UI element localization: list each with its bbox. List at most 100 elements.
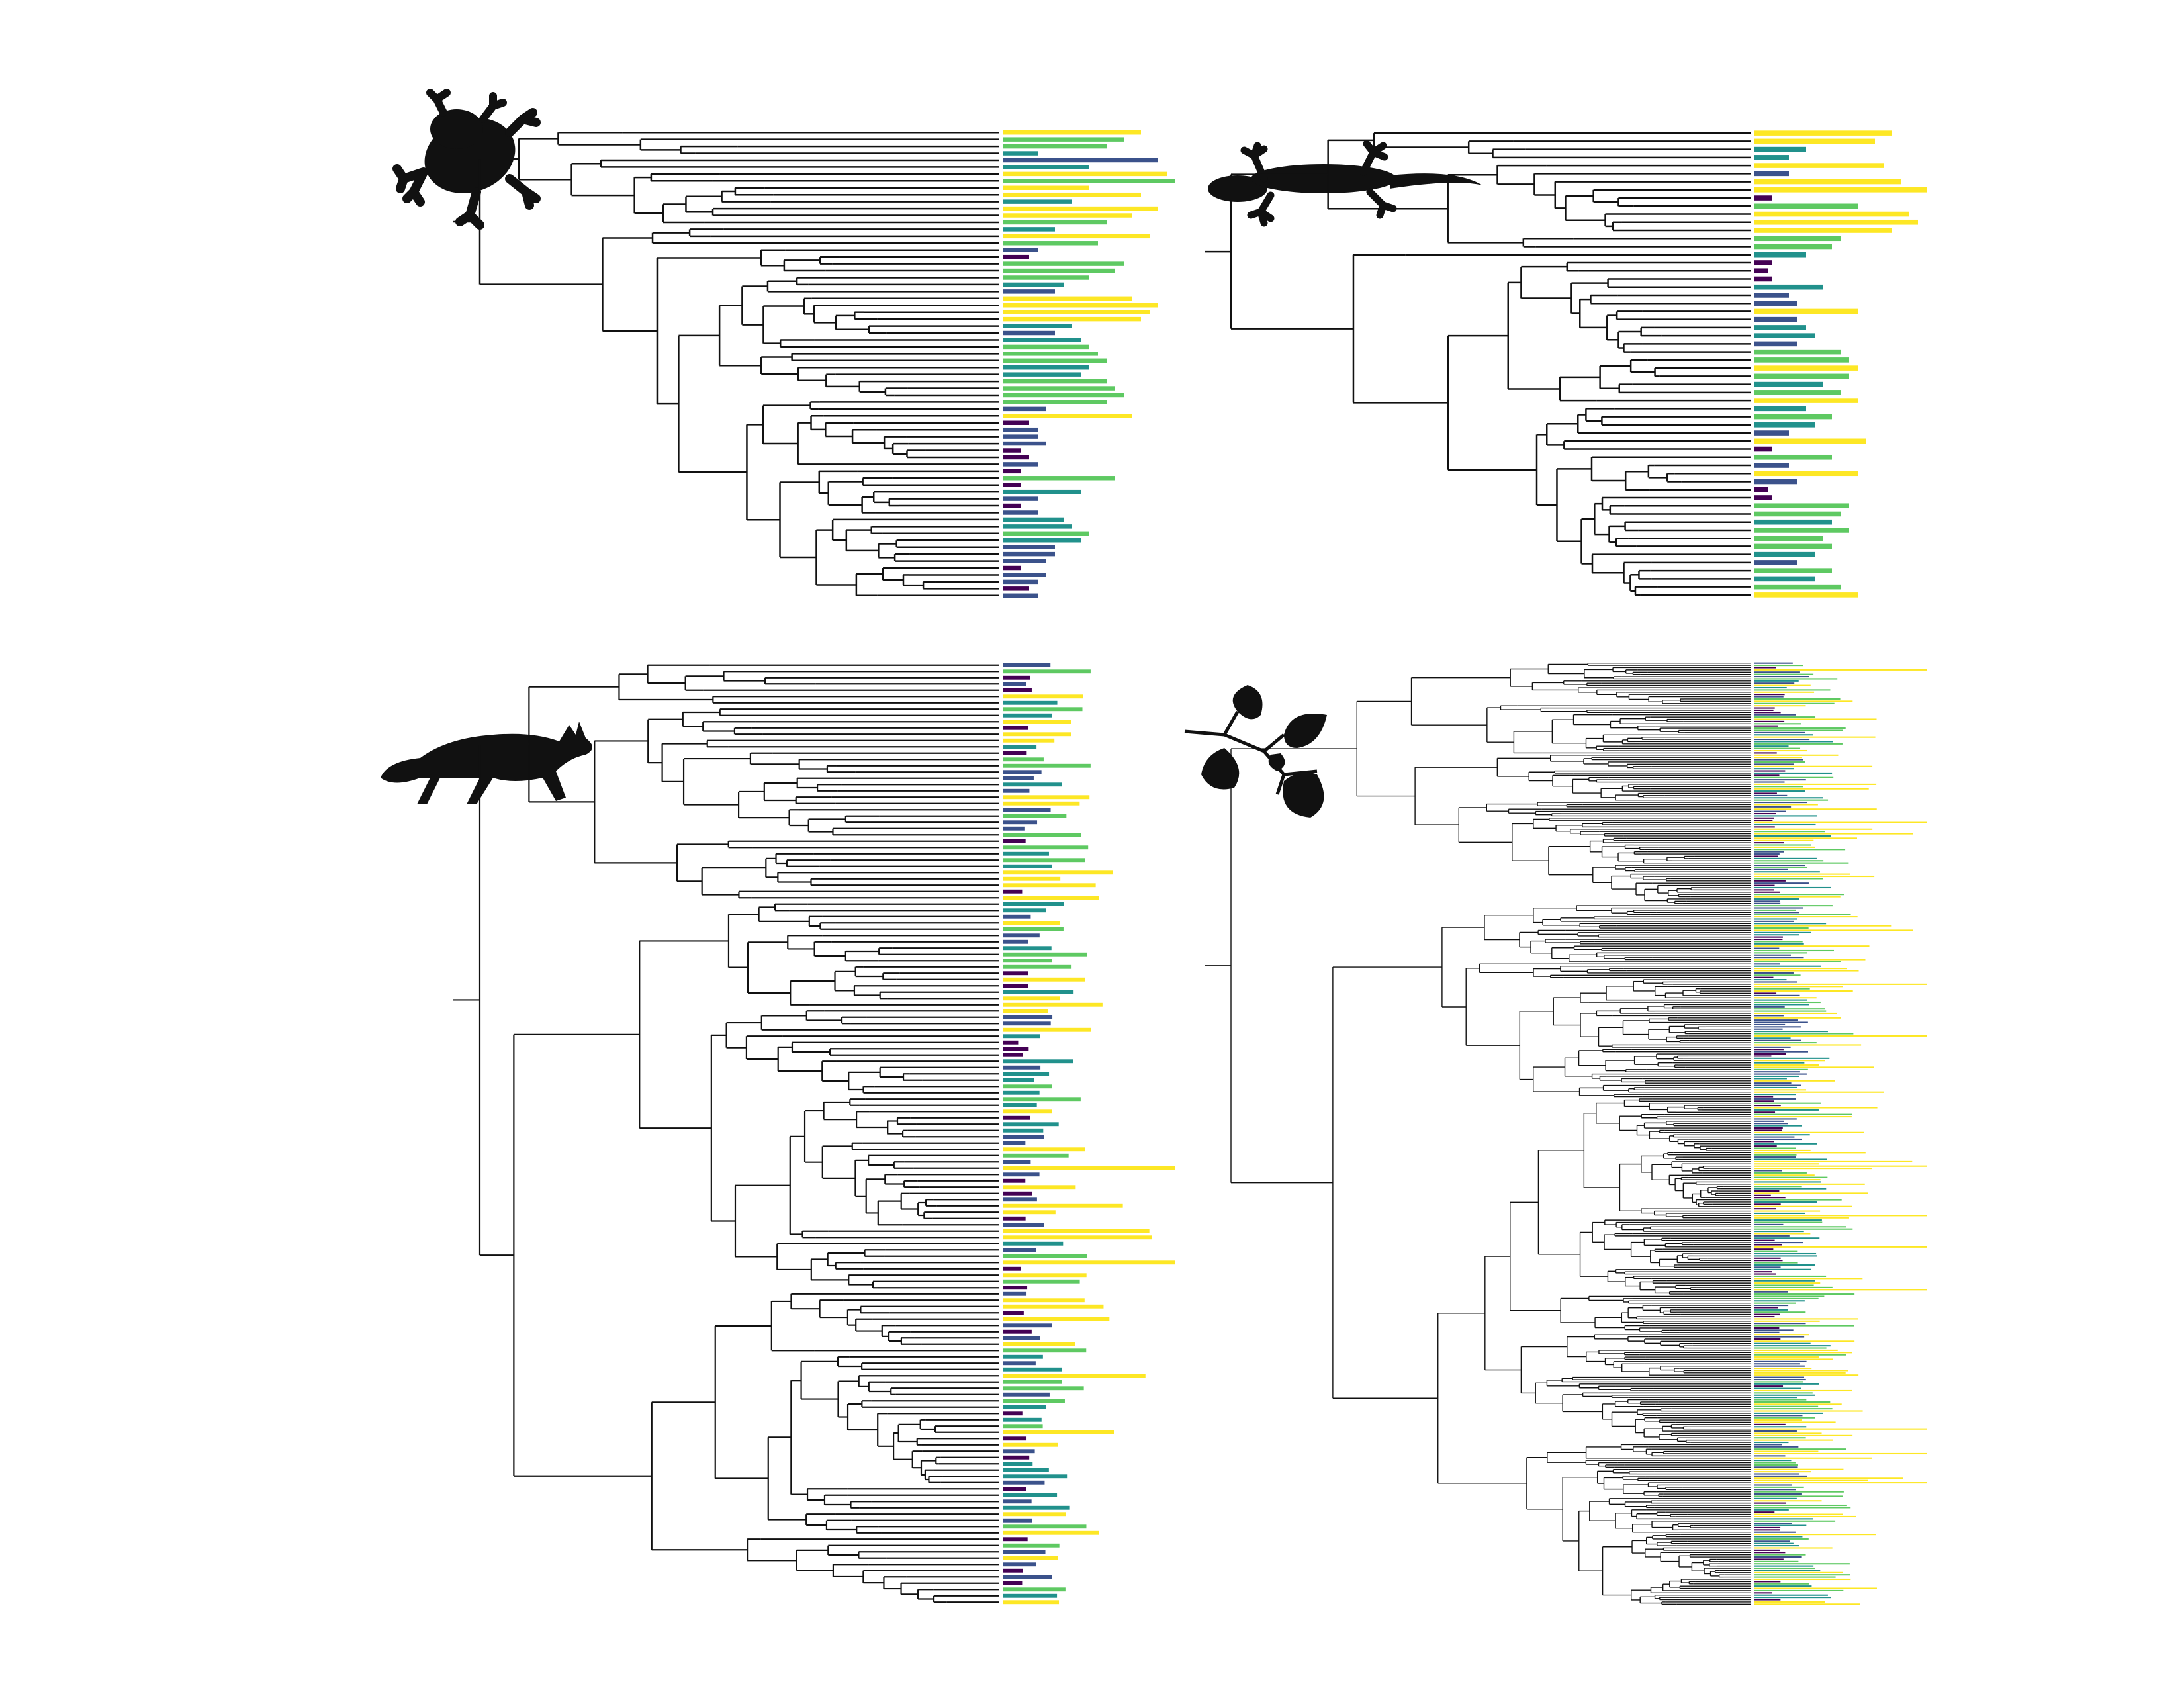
trait-bar xyxy=(1754,438,1866,444)
trait-bar xyxy=(1754,1526,1781,1528)
trait-bar xyxy=(1754,1192,1868,1194)
trait-bar xyxy=(1754,898,1799,900)
trait-bar xyxy=(1754,1023,1786,1025)
trait-bar xyxy=(1003,688,1032,692)
trait-bar xyxy=(1754,936,1783,938)
birch-leaves-icon xyxy=(1184,685,1327,818)
trait-bar xyxy=(1003,1411,1023,1416)
trait-bar xyxy=(1754,729,1843,731)
trait-bar xyxy=(1754,422,1815,428)
trait-bar xyxy=(1754,1545,1799,1547)
trait-bar xyxy=(1754,1107,1878,1109)
trait-bar xyxy=(1003,151,1038,156)
trait-bar xyxy=(1754,301,1797,306)
trait-bar xyxy=(1754,842,1784,844)
trait-bar xyxy=(1754,831,1825,833)
trait-bar xyxy=(1754,880,1786,882)
trait-bar xyxy=(1754,1113,1852,1115)
trait-bar xyxy=(1754,691,1815,693)
trait-bar xyxy=(1754,665,1803,667)
trait-bar xyxy=(1754,1574,1850,1576)
trait-bar xyxy=(1754,1423,1786,1425)
trait-bar xyxy=(1754,276,1772,282)
trait-bar xyxy=(1754,560,1797,565)
trait-bar xyxy=(1003,720,1071,724)
trait-bar xyxy=(1754,823,1816,826)
trait-bar xyxy=(1754,406,1806,412)
trait-bar xyxy=(1754,1051,1808,1053)
trait-bar xyxy=(1003,1279,1080,1284)
trait-bar xyxy=(1003,434,1038,439)
trait-bar xyxy=(1754,1523,1792,1524)
trait-bar xyxy=(1754,923,1827,925)
trait-bar xyxy=(1754,934,1799,936)
trait-bar xyxy=(1003,545,1055,549)
trait-bar xyxy=(1754,1168,1872,1170)
trait-bar xyxy=(1003,448,1021,453)
trait-bar xyxy=(1003,1581,1023,1585)
trait-bar xyxy=(1754,812,1776,815)
trait-bar xyxy=(1003,921,1060,925)
trait-bar xyxy=(1754,1010,1827,1012)
trait-bar xyxy=(1754,1439,1834,1441)
trait-bar xyxy=(1754,1464,1798,1466)
trait-bar xyxy=(1003,713,1052,718)
trait-bar xyxy=(1754,179,1901,185)
trait-bar xyxy=(1754,817,1774,819)
trait-bar xyxy=(1754,1518,1813,1520)
trait-bar xyxy=(1754,678,1838,680)
trait-bar xyxy=(1754,734,1813,736)
trait-bar xyxy=(1754,821,1927,823)
trait-bar xyxy=(1754,1542,1794,1544)
trait-bar xyxy=(1003,757,1044,762)
trait-bar xyxy=(1754,894,1844,896)
trait-bar xyxy=(1754,927,1809,929)
trait-bar xyxy=(1754,1239,1775,1241)
trait-bar xyxy=(1754,1363,1800,1365)
trait-bar xyxy=(1754,1160,1913,1162)
trait-bar xyxy=(1003,1223,1044,1227)
trait-bar xyxy=(1003,1009,1048,1013)
trait-bar xyxy=(1754,1372,1846,1374)
trait-bar xyxy=(1754,860,1824,862)
trait-bar xyxy=(1003,206,1158,211)
trait-bar xyxy=(1754,195,1772,201)
trait-bar xyxy=(1754,972,1794,974)
trait-bar xyxy=(1003,682,1026,686)
trait-bar xyxy=(1754,1549,1780,1551)
trait-bar xyxy=(1754,1235,1790,1237)
trait-bar xyxy=(1754,1305,1789,1307)
trait-bar xyxy=(1003,1197,1037,1202)
trait-bar xyxy=(1754,1410,1863,1412)
trait-bar xyxy=(1754,1477,1903,1479)
trait-bar xyxy=(1003,414,1132,418)
trait-bar xyxy=(1754,945,1870,947)
trait-bar xyxy=(1754,1231,1804,1233)
trait-bar xyxy=(1754,1347,1827,1349)
trait-bar xyxy=(1754,1437,1806,1439)
trait-bar xyxy=(1003,158,1158,163)
gecko-panel xyxy=(1205,129,1927,599)
trait-bar xyxy=(1754,925,1892,927)
trait-bar xyxy=(1754,1570,1821,1571)
trait-bar xyxy=(1754,1468,1844,1470)
trait-bar xyxy=(1003,1103,1037,1107)
trait-bar xyxy=(1754,1255,1817,1257)
trait-bar xyxy=(1754,1037,1791,1039)
trait-bar xyxy=(1754,1120,1784,1122)
trait-bar xyxy=(1754,826,1775,828)
trait-bar xyxy=(1003,939,1028,944)
trait-bar xyxy=(1003,171,1167,177)
trait-bar xyxy=(1003,1248,1036,1252)
gecko-trait-bars xyxy=(1751,129,1927,599)
trait-bar xyxy=(1754,1565,1814,1567)
trait-bar xyxy=(1754,662,1793,664)
trait-bar xyxy=(1754,1482,1927,1484)
trait-bar xyxy=(1754,754,1839,756)
trait-bar xyxy=(1754,965,1821,967)
trait-bar xyxy=(1754,1489,1796,1491)
trait-bar xyxy=(1003,745,1037,749)
trait-bar xyxy=(1754,768,1794,770)
trait-bar xyxy=(1754,1089,1806,1091)
trait-bar xyxy=(1754,918,1797,920)
